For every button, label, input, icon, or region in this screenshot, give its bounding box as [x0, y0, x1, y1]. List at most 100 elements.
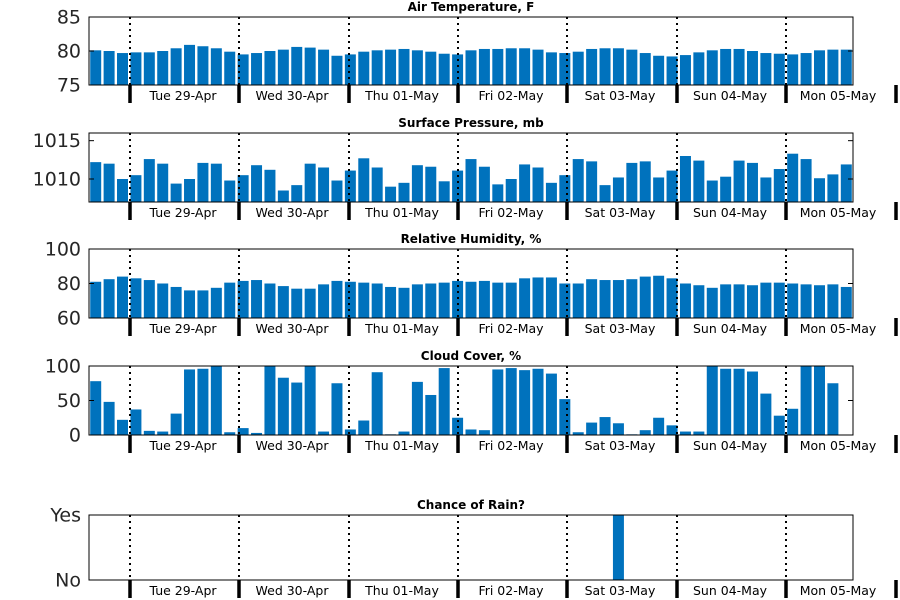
bar: [143, 159, 155, 202]
bar: [425, 394, 437, 435]
x-tick-label: Fri 02-May: [478, 321, 544, 336]
bar: [130, 175, 142, 202]
bar: [117, 419, 128, 435]
y-tick-label: 1010: [33, 169, 81, 191]
chart-panel-4: Cloud Cover, % 0 50 100 Tue 29-Apr Wed 30-Apr…: [45, 349, 898, 453]
chart-panel-3: Relative Humidity, % 60 80 100 Tue 29-Apr Wed…: [45, 232, 898, 336]
bar: [318, 284, 330, 318]
bar: [237, 280, 249, 318]
bar: [746, 285, 758, 318]
bar: [572, 283, 584, 318]
x-tick-label: Tue 29-Apr: [148, 88, 217, 103]
bar: [519, 370, 531, 435]
bar: [599, 280, 611, 318]
bar: [331, 383, 343, 435]
bar: [184, 290, 196, 318]
bar: [398, 182, 410, 202]
bar: [224, 282, 236, 318]
bar: [666, 56, 678, 85]
y-tick-label: 100: [45, 356, 81, 378]
bar: [586, 279, 598, 318]
bar: [773, 53, 785, 85]
bar: [90, 162, 102, 202]
bar: [787, 283, 799, 318]
bar: [358, 282, 370, 318]
bar: [425, 166, 437, 202]
bar: [599, 48, 611, 85]
x-tick-label: Sun 04-May: [693, 88, 768, 103]
x-tick-label: Fri 02-May: [478, 438, 544, 453]
bar: [505, 282, 517, 318]
x-tick-label: Sat 03-May: [585, 205, 656, 220]
bar: [787, 408, 799, 435]
y-tick-label: 75: [57, 75, 81, 97]
bar: [237, 175, 249, 202]
bar: [385, 186, 397, 202]
x-tick-label: Sun 04-May: [693, 583, 768, 598]
bar: [251, 432, 263, 435]
bar: [385, 286, 397, 318]
bar: [318, 431, 330, 435]
y-tick-label: No: [55, 570, 81, 592]
bar: [559, 283, 571, 318]
x-tick-label: Mon 05-May: [800, 205, 877, 220]
chart-title: Relative Humidity, %: [401, 232, 542, 246]
bar: [653, 177, 665, 202]
bar: [827, 284, 839, 318]
bar: [814, 50, 825, 85]
bar: [291, 46, 303, 85]
bar: [143, 280, 155, 318]
bar: [505, 368, 517, 435]
bar: [492, 48, 504, 85]
bar: [130, 409, 142, 435]
bar: [344, 281, 356, 318]
bar-series: [90, 275, 852, 318]
y-tick-label: 85: [57, 7, 81, 29]
bar: [157, 163, 169, 202]
bar: [840, 286, 852, 318]
bar: [143, 430, 155, 435]
x-tick-label: Wed 30-Apr: [256, 583, 330, 598]
x-tick-label: Wed 30-Apr: [256, 88, 330, 103]
bar: [519, 48, 531, 85]
bar: [720, 176, 732, 202]
bar: [465, 50, 477, 85]
bar: [679, 55, 691, 85]
bar: [760, 282, 772, 318]
y-tick-label: 1015: [33, 130, 81, 152]
bar: [103, 279, 115, 318]
bar: [773, 415, 785, 435]
bar: [344, 54, 356, 85]
bar: [398, 287, 410, 318]
bar: [478, 430, 490, 435]
bar: [800, 159, 812, 202]
x-tick-label: Sun 04-May: [693, 205, 768, 220]
bar: [452, 170, 464, 202]
bar: [425, 51, 437, 85]
bar-series: [612, 515, 624, 580]
bar: [720, 368, 732, 435]
bar: [224, 180, 236, 202]
x-tick-label: Wed 30-Apr: [256, 438, 330, 453]
bar: [197, 290, 209, 318]
bar: [505, 179, 517, 202]
bar: [318, 167, 330, 202]
x-tick-label: Wed 30-Apr: [256, 321, 330, 336]
x-tick-label: Thu 01-May: [364, 321, 439, 336]
x-tick-label: Tue 29-Apr: [148, 438, 217, 453]
bar: [237, 428, 249, 435]
bar: [264, 366, 276, 435]
axes-box: [88, 514, 854, 581]
bar: [532, 167, 544, 202]
chart-title: Chance of Rain?: [417, 498, 525, 512]
y-tick-label: 60: [57, 308, 81, 330]
bar: [760, 393, 772, 435]
bar: [760, 177, 772, 202]
bar: [452, 280, 464, 318]
bar: [157, 51, 169, 85]
x-tick-label: Mon 05-May: [800, 438, 877, 453]
bar: [117, 179, 128, 202]
chart-panel-5: Chance of Rain? No Yes Tue 29-Apr Wed 30-Apr…: [49, 498, 898, 598]
bar: [291, 288, 303, 318]
bar: [693, 52, 705, 85]
